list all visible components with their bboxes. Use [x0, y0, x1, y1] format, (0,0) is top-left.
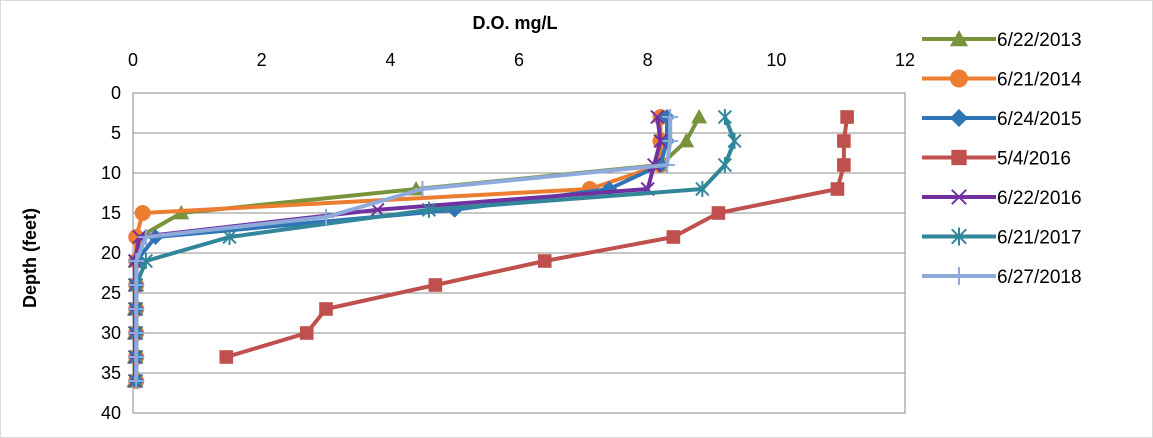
data-point: [830, 182, 845, 196]
series-5: [129, 109, 742, 389]
data-point: [678, 133, 695, 148]
legend-marker: [950, 69, 968, 88]
data-point: [219, 350, 234, 364]
x-tick-label: 6: [514, 50, 524, 70]
x-tick-label: 12: [895, 50, 915, 70]
data-point: [134, 205, 151, 221]
data-point: [650, 109, 665, 125]
data-point: [128, 277, 145, 293]
series-1: [128, 109, 669, 389]
data-point: [658, 157, 675, 173]
series-line: [134, 117, 663, 381]
data-point: [128, 301, 145, 317]
legend-marker: [951, 227, 967, 246]
data-point: [319, 302, 333, 316]
data-point: [128, 349, 145, 365]
data-point: [222, 229, 237, 245]
data-point: [128, 325, 145, 341]
y-axis-title: Depth (feet): [20, 208, 40, 308]
data-point: [414, 181, 431, 197]
data-point: [695, 181, 710, 197]
data-point: [717, 109, 732, 125]
legend-marker: [951, 189, 967, 205]
y-tick-label: 25: [101, 283, 121, 303]
data-point: [428, 278, 443, 292]
data-point: [837, 134, 851, 148]
y-tick-label: 10: [101, 163, 121, 183]
x-tick-label: 4: [385, 50, 395, 70]
series-4: [127, 109, 668, 389]
legend-label: 6/22/2016: [997, 188, 1082, 209]
data-point: [138, 253, 153, 269]
data-point: [128, 253, 145, 269]
legend-label: 6/24/2015: [997, 109, 1082, 130]
series-line: [134, 116, 737, 381]
y-tick-label: 0: [111, 83, 121, 103]
data-point: [727, 133, 742, 149]
x-tick-label: 0: [128, 50, 138, 70]
series-line: [134, 117, 669, 381]
data-point: [299, 326, 314, 340]
data-point: [666, 230, 681, 244]
y-tick-label: 15: [101, 203, 121, 223]
x-tick-label: 8: [643, 50, 653, 70]
legend-marker: [950, 30, 968, 47]
series-2: [128, 109, 675, 389]
data-point: [662, 109, 679, 125]
y-tick-label: 30: [101, 323, 121, 343]
x-tick-label: 10: [766, 50, 786, 70]
y-tick-label: 20: [101, 243, 121, 263]
legend-label: 6/27/2018: [997, 267, 1082, 288]
legend-item: 6/22/2016: [922, 188, 1082, 209]
y-tick-label: 35: [101, 363, 121, 383]
data-point: [128, 373, 145, 389]
data-point: [837, 158, 851, 172]
y-tick-label: 40: [101, 403, 121, 423]
legend-item: 6/22/2013: [922, 30, 1082, 51]
legend-item: 6/24/2015: [922, 109, 1082, 130]
data-point: [717, 157, 732, 173]
data-point: [318, 209, 334, 225]
legend-label: 5/4/2016: [997, 149, 1071, 170]
data-point: [137, 229, 154, 245]
legend-label: 6/21/2014: [997, 70, 1082, 91]
y-tick-label: 5: [111, 123, 121, 143]
legend-label: 6/22/2013: [997, 30, 1082, 51]
data-point: [662, 133, 679, 149]
x-tick-label: 2: [257, 50, 267, 70]
tick-labels: 0 5 10 15 20 25 30 35 40 0 2 4 6 8 10 12: [101, 50, 915, 423]
data-point: [537, 254, 552, 268]
legend-item: 6/21/2017: [922, 227, 1082, 249]
data-point: [370, 202, 385, 217]
series-3: [219, 110, 854, 364]
plot-area: [132, 92, 906, 414]
gridlines: [133, 92, 905, 414]
data-point: [691, 109, 708, 124]
legend-item: 5/4/2016: [922, 149, 1071, 170]
data-point: [840, 110, 854, 124]
legend-marker: [951, 149, 967, 166]
x-axis-title: D.O. mg/L: [473, 13, 558, 33]
legend-label: 6/21/2017: [997, 228, 1082, 249]
series-line: [132, 116, 663, 381]
legend-item: 6/21/2014: [922, 69, 1082, 91]
legend: 6/22/2013 6/21/2014 6/24/2015 5/4/2016 6/22/…: [922, 30, 1082, 288]
series-line: [134, 117, 673, 381]
data-point: [711, 206, 726, 220]
series-6: [128, 109, 679, 389]
series-lines: [126, 109, 854, 389]
legend-marker: [950, 267, 968, 285]
series-line: [225, 116, 850, 359]
legend-marker: [950, 109, 968, 127]
data-point: [421, 201, 437, 218]
legend-item: 6/27/2018: [922, 267, 1082, 288]
data-point: [653, 133, 668, 149]
